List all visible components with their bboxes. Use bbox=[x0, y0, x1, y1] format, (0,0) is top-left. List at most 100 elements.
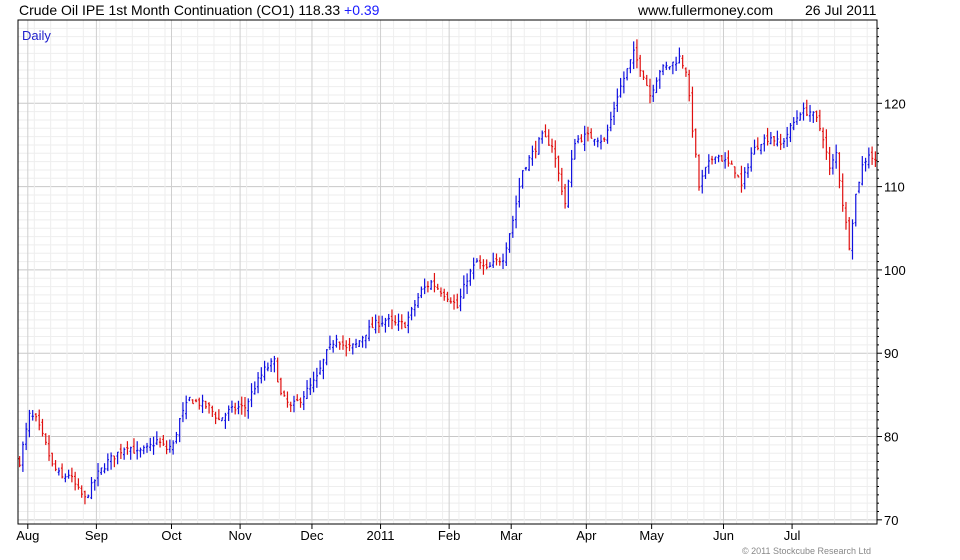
candle bbox=[109, 452, 113, 470]
candle bbox=[204, 400, 207, 409]
candle bbox=[348, 337, 351, 352]
candle bbox=[508, 233, 511, 253]
candle bbox=[103, 463, 106, 474]
candle bbox=[531, 145, 534, 166]
candle bbox=[309, 377, 312, 396]
x-tick-label: May bbox=[639, 528, 664, 543]
candle bbox=[541, 130, 544, 144]
candle bbox=[273, 355, 276, 373]
candle bbox=[812, 111, 815, 123]
candle bbox=[149, 437, 152, 452]
candle bbox=[861, 156, 864, 186]
candle bbox=[77, 478, 80, 490]
candle bbox=[560, 167, 563, 196]
candle bbox=[475, 258, 479, 263]
candle bbox=[430, 279, 433, 290]
candle bbox=[106, 453, 109, 472]
candle bbox=[123, 447, 126, 460]
candle bbox=[328, 335, 332, 350]
candle bbox=[423, 278, 426, 295]
candle bbox=[407, 311, 410, 334]
candle bbox=[113, 455, 116, 468]
candle bbox=[469, 268, 472, 286]
candle bbox=[825, 129, 828, 160]
candle bbox=[661, 64, 665, 76]
candle bbox=[394, 315, 397, 326]
candle bbox=[779, 133, 782, 150]
candle bbox=[361, 335, 364, 348]
candle bbox=[511, 215, 514, 238]
candle bbox=[354, 338, 358, 349]
candle bbox=[818, 109, 821, 132]
candle bbox=[815, 110, 818, 122]
candle bbox=[472, 257, 475, 280]
candle bbox=[573, 138, 577, 160]
candle bbox=[632, 41, 635, 70]
candle bbox=[47, 435, 51, 461]
x-tick-label: Aug bbox=[16, 528, 39, 543]
candle bbox=[528, 155, 531, 172]
candle bbox=[867, 147, 870, 169]
x-tick-label: Jul bbox=[784, 528, 801, 543]
candle bbox=[80, 485, 83, 498]
candle bbox=[413, 299, 416, 317]
candle bbox=[41, 418, 44, 437]
candle bbox=[802, 102, 805, 121]
candle bbox=[325, 349, 328, 366]
candle bbox=[763, 134, 766, 152]
candle bbox=[665, 61, 668, 70]
candle bbox=[505, 242, 508, 266]
candle bbox=[198, 397, 201, 410]
candle bbox=[119, 443, 123, 459]
candle bbox=[870, 146, 874, 165]
candle bbox=[479, 255, 482, 269]
period-label: Daily bbox=[22, 28, 51, 43]
candle bbox=[622, 71, 626, 94]
candle bbox=[145, 442, 149, 453]
candle bbox=[720, 155, 724, 162]
candle bbox=[482, 259, 485, 275]
candle bbox=[681, 55, 684, 69]
candle bbox=[132, 438, 136, 454]
candle bbox=[678, 47, 681, 64]
candle bbox=[674, 56, 678, 71]
candle bbox=[181, 402, 185, 423]
candle bbox=[557, 155, 560, 182]
candle bbox=[570, 149, 573, 188]
candle bbox=[714, 156, 717, 164]
candle bbox=[286, 391, 289, 408]
candle bbox=[211, 405, 214, 417]
candle bbox=[116, 451, 119, 465]
candle bbox=[100, 467, 103, 475]
candle bbox=[563, 183, 567, 209]
x-tick-label: Feb bbox=[438, 528, 460, 543]
candle bbox=[260, 367, 263, 384]
candle bbox=[305, 380, 309, 400]
candle bbox=[544, 124, 547, 138]
candle bbox=[276, 357, 279, 383]
candle bbox=[688, 69, 691, 102]
candle bbox=[332, 340, 335, 353]
candle bbox=[250, 383, 253, 408]
candle bbox=[756, 137, 759, 151]
candle bbox=[256, 372, 260, 394]
candle bbox=[691, 86, 694, 138]
candle bbox=[400, 314, 403, 330]
candle bbox=[443, 288, 446, 301]
candle bbox=[351, 343, 354, 355]
candle bbox=[384, 317, 387, 333]
candle bbox=[465, 273, 469, 294]
candle bbox=[776, 130, 779, 147]
candle bbox=[44, 433, 47, 446]
candle bbox=[426, 281, 430, 293]
candle bbox=[387, 313, 390, 327]
candle bbox=[580, 134, 583, 143]
candle bbox=[345, 340, 348, 357]
site-url[interactable]: www.fullermoney.com bbox=[638, 2, 774, 18]
candle bbox=[54, 460, 57, 472]
candle bbox=[590, 128, 593, 139]
candle bbox=[158, 437, 162, 448]
candle bbox=[96, 463, 100, 487]
candle bbox=[723, 152, 727, 169]
x-tick-label: Sep bbox=[85, 528, 108, 543]
